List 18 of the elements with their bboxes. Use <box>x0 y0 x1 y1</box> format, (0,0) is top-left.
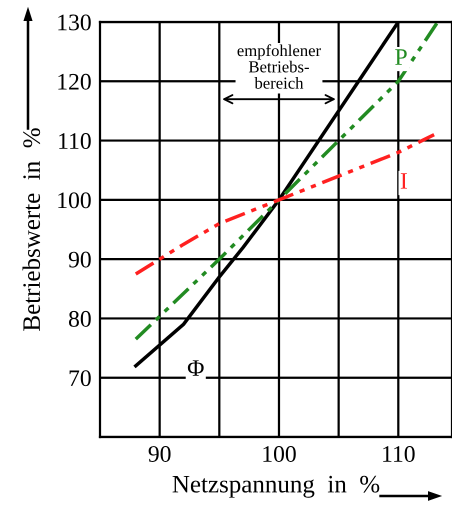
y-tick-label: 90 <box>68 252 91 268</box>
series-label: I <box>400 173 407 189</box>
x-tick-label: 100 <box>263 446 296 462</box>
x-axis-title: Netzspannung in % <box>172 476 380 498</box>
series-label: P <box>395 49 407 65</box>
series-label: Φ <box>188 360 204 376</box>
y-axis-title: Betriebswerte in % <box>22 128 40 331</box>
y-tick-label: 110 <box>59 133 91 149</box>
y-tick-label: 100 <box>58 192 91 208</box>
annotation: empfohlener Betriebs- bereich <box>238 44 321 89</box>
x-tick-label: 110 <box>383 446 415 462</box>
y-tick-label: 80 <box>68 310 91 327</box>
y-tick-label: 130 <box>58 14 91 30</box>
y-tick-label: 70 <box>70 370 91 386</box>
line-series <box>134 132 436 276</box>
x-tick-label: 90 <box>148 446 171 462</box>
line-series <box>134 22 440 341</box>
y-tick-label: 120 <box>58 74 91 90</box>
